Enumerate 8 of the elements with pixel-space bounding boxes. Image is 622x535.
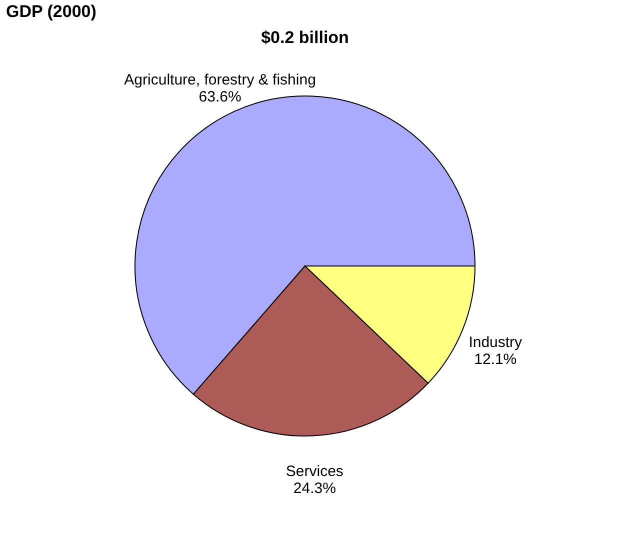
data-label: 63.6% [198,88,242,106]
slice-label: Industry [468,334,523,352]
slice-label: Services [286,462,344,480]
chart-subtitle: $0.2 billion [261,28,349,47]
chart-title: GDP (2000) [5,1,98,23]
data-label: 24.3% [293,480,336,497]
slice-label: Agriculture, forestry & fishing [124,71,316,88]
data-label: 12.1% [474,351,517,368]
